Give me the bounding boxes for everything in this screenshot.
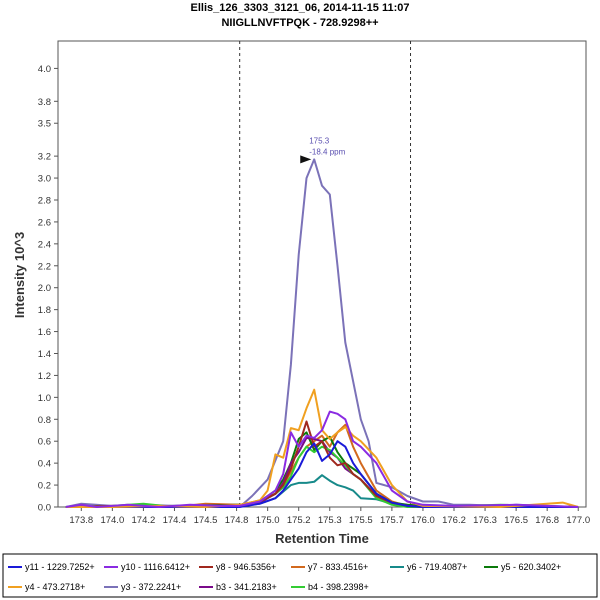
x-tick-label: 176.2: [442, 515, 466, 526]
x-tick-label: 175.2: [287, 515, 311, 526]
series-line: [65, 440, 579, 508]
y-tick-label: 1.2: [38, 371, 51, 382]
y-tick-label: 0.0: [38, 503, 51, 514]
annotation-ppm: -18.4 ppm: [309, 147, 345, 156]
x-tick-label: 173.8: [69, 515, 93, 526]
legend-label: b3 - 341.2183+: [216, 582, 277, 592]
y-tick-label: 2.6: [38, 217, 51, 228]
y-tick-label: 3.2: [38, 152, 51, 163]
x-tick-label: 175.3: [318, 515, 342, 526]
y-tick-label: 2.8: [38, 195, 51, 206]
y-tick-label: 0.2: [38, 481, 51, 492]
legend-label: y11 - 1229.7252+: [25, 562, 95, 572]
y-tick-label: 0.6: [38, 437, 51, 448]
x-tick-label: 176.5: [504, 515, 528, 526]
x-tick-label: 176.3: [473, 515, 497, 526]
y-tick-label: 3.8: [38, 97, 51, 108]
x-tick-label: 177.0: [566, 515, 590, 526]
x-tick-label: 174.2: [132, 515, 156, 526]
annotation-rt: 175.3: [309, 136, 330, 145]
y-tick-label: 2.2: [38, 261, 51, 272]
y-tick-label: 1.6: [38, 327, 51, 338]
legend-label: y5 - 620.3402+: [501, 562, 561, 572]
y-axis-label: Intensity 10^3: [12, 232, 27, 318]
legend-label: b4 - 398.2398+: [308, 582, 369, 592]
peak-marker: [300, 155, 312, 164]
x-tick-label: 176.8: [535, 515, 559, 526]
y-tick-label: 3.5: [38, 119, 51, 130]
x-tick-label: 175.5: [349, 515, 373, 526]
y-tick-label: 2.4: [38, 239, 51, 250]
legend-label: y8 - 946.5356+: [216, 562, 276, 572]
series-line: [65, 410, 579, 508]
chart-title: Ellis_126_3303_3121_06, 2014-11-15 11:07: [191, 2, 410, 14]
y-tick-label: 1.0: [38, 393, 51, 404]
y-tick-label: 1.8: [38, 305, 51, 316]
legend-label: y6 - 719.4087+: [407, 562, 467, 572]
x-tick-label: 176.0: [411, 515, 435, 526]
x-tick-label: 174.8: [225, 515, 249, 526]
legend-box: [2, 553, 598, 598]
y-tick-label: 0.8: [38, 415, 51, 426]
x-axis-label: Retention Time: [275, 531, 369, 546]
y-tick-label: 0.4: [38, 459, 51, 470]
y-tick-label: 2.0: [38, 283, 51, 294]
y-tick-label: 4.0: [38, 64, 51, 75]
y-tick-label: 3.0: [38, 174, 51, 185]
y-tick-label: 1.4: [38, 349, 51, 360]
legend-label: y3 - 372.2241+: [121, 582, 181, 592]
x-tick-label: 175.7: [380, 515, 404, 526]
chart-subtitle: NIIGLLNVFTPQK - 728.9298++: [221, 17, 378, 29]
legend-label: y4 - 473.2718+: [25, 582, 85, 592]
x-tick-label: 174.4: [163, 515, 187, 526]
legend-label: y10 - 1116.6412+: [121, 562, 190, 572]
legend-label: y7 - 833.4516+: [308, 562, 368, 572]
x-tick-label: 174.0: [100, 515, 124, 526]
x-tick-label: 175.0: [256, 515, 280, 526]
x-tick-label: 174.5: [194, 515, 218, 526]
